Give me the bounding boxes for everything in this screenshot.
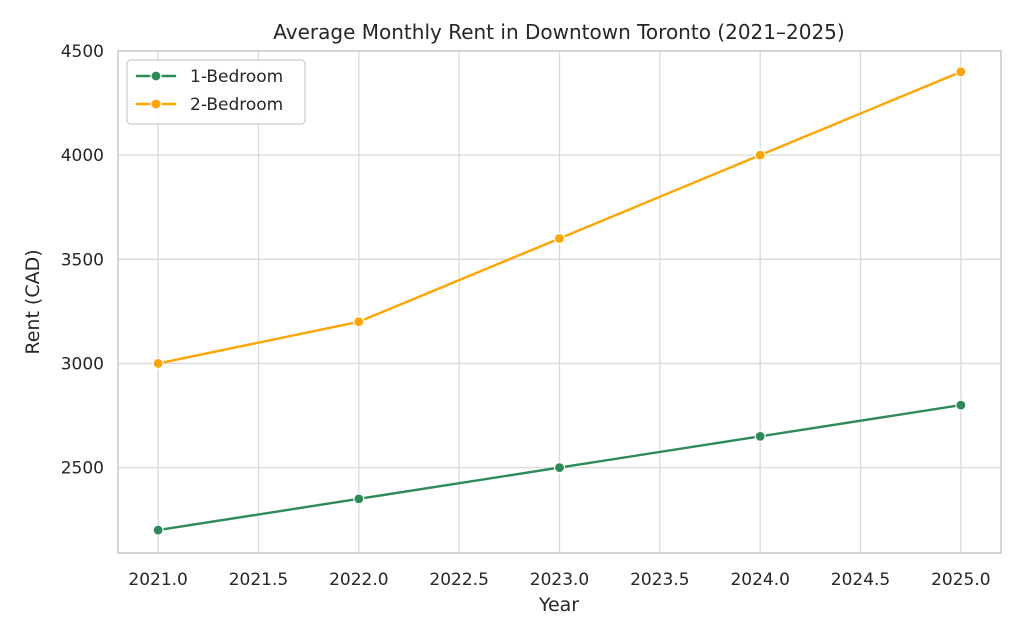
series-1-bedroom xyxy=(152,399,967,536)
x-tick-label: 2024.0 xyxy=(730,570,789,590)
legend-item: 1-Bedroom xyxy=(136,67,283,87)
legend-label: 2-Bedroom xyxy=(190,95,283,115)
data-point xyxy=(955,66,967,78)
data-point xyxy=(353,316,365,328)
y-tick-label: 4500 xyxy=(61,42,104,62)
legend-item: 2-Bedroom xyxy=(136,95,283,115)
series-2-bedroom xyxy=(152,66,967,370)
plot-frame xyxy=(117,50,1002,554)
chart-title: Average Monthly Rent in Downtown Toronto… xyxy=(273,20,844,44)
data-point xyxy=(553,461,566,474)
legend-swatch-marker xyxy=(150,70,162,82)
y-tick-label: 3500 xyxy=(61,250,104,270)
legend-swatch-marker xyxy=(150,98,162,110)
legend-label: 1-Bedroom xyxy=(190,67,283,87)
x-tick-label: 2022.0 xyxy=(329,570,388,590)
x-tick-label: 2024.5 xyxy=(831,570,890,590)
x-axis-label: Year xyxy=(538,594,579,616)
x-tick-label: 2021.0 xyxy=(128,570,187,590)
y-tick-label: 2500 xyxy=(61,459,104,479)
grid-lines xyxy=(118,50,1001,553)
x-tick-label: 2025.0 xyxy=(931,570,990,590)
y-tick-label: 3000 xyxy=(61,354,104,374)
data-point xyxy=(754,149,766,161)
data-point xyxy=(152,357,164,370)
x-tick-label: 2021.5 xyxy=(229,570,288,590)
x-axis-ticks: 2021.0 2021.5 2022.0 2022.5 2023.0 2023.5 2024… xyxy=(128,570,990,590)
x-tick-label: 2023.0 xyxy=(530,570,589,590)
series-layer xyxy=(152,66,967,536)
data-point xyxy=(754,430,766,442)
data-point xyxy=(152,524,164,536)
data-point xyxy=(353,493,365,505)
y-axis-ticks: 2500 3000 3500 4000 4500 xyxy=(61,42,104,479)
x-tick-label: 2022.5 xyxy=(429,570,488,590)
x-tick-label: 2023.5 xyxy=(630,570,689,590)
data-point xyxy=(553,232,566,245)
y-tick-label: 4000 xyxy=(61,146,104,166)
y-axis-label: Rent (CAD) xyxy=(22,249,44,354)
legend: 1-Bedroom 2-Bedroom xyxy=(126,59,306,125)
data-point xyxy=(955,399,967,411)
